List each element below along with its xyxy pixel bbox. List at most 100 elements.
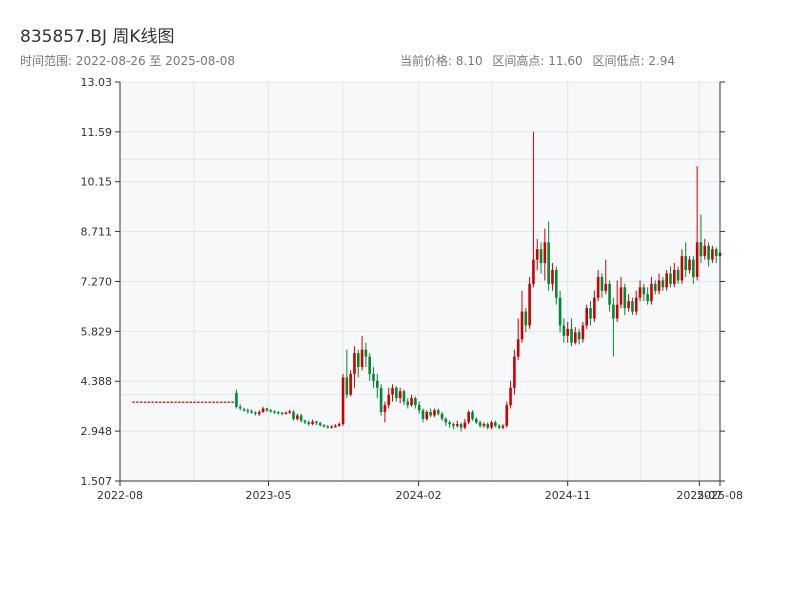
candle [585,304,589,329]
candle [345,349,349,399]
candle [463,418,467,430]
candle-body [322,425,326,427]
candle [368,353,371,381]
candle [589,301,592,326]
candle [303,419,307,425]
candle-body [227,401,231,403]
candle [254,411,257,416]
candles [132,131,722,432]
candle-body [543,242,547,264]
candle-body [657,280,661,291]
candle-body [524,311,528,326]
candle-body [284,412,288,414]
x-tick-label: 2022-08 [97,489,143,502]
candle-body [375,380,379,388]
candle-body [695,242,699,277]
axes [115,81,725,486]
candle [551,263,554,291]
candle [650,276,653,305]
candle [185,401,189,403]
candle [170,401,173,403]
tick-labels: 1.507 2.948 4.388 5.829 7.270 8.711 10.15 11.59… [81,76,743,502]
y-tick-label: 13.03 [81,76,113,89]
candle-body [360,349,364,367]
candle-body [231,401,234,403]
candle-body [250,411,253,413]
y-tick-label: 10.15 [81,176,113,189]
candle-body [353,353,356,374]
candle-body [296,415,299,419]
candle [261,406,265,413]
candle [151,401,154,403]
candle [619,276,623,309]
candle [414,396,417,409]
candle [246,408,250,414]
candle-body [143,401,147,403]
candle-body [185,401,189,403]
candle [364,342,368,367]
candle [330,425,333,429]
candle [471,410,474,421]
y-tick-label: 8.711 [81,226,113,239]
candle-body [391,387,394,395]
candle-body [299,415,303,421]
candle-body [615,304,619,319]
candle [227,401,231,403]
candle-body [177,401,181,403]
candle-body [356,353,360,367]
candle [703,238,707,260]
candle-body [673,270,676,284]
candle-body [421,410,425,419]
candle-body [280,412,284,414]
candle [486,422,490,430]
candle-body [653,283,657,291]
candle [490,420,493,430]
candle-body [341,377,345,425]
candle-body [395,387,398,399]
candle [353,346,356,388]
candle-body [566,328,569,336]
candle-body [688,259,691,271]
candle-body [619,287,623,305]
candle-body [494,422,497,426]
candle [155,401,158,403]
candle-body [467,411,470,423]
candle [417,401,421,414]
candle-body [612,304,615,319]
candle-body [551,270,554,284]
candle [440,411,444,421]
candle-body [364,349,368,357]
candle-body [577,332,581,340]
candle-body [509,387,512,406]
candle [204,401,208,403]
candle [200,401,204,403]
candle-body [711,249,714,260]
candle-body [486,424,490,428]
candle [132,401,135,403]
candle [337,422,341,427]
candle-body [455,424,459,426]
candle-body [189,401,193,403]
candle [311,419,314,426]
candle [524,308,528,333]
candle-body [650,283,653,302]
candle-body [589,308,592,319]
candle-body [539,249,543,264]
candle-body [337,424,341,426]
candle [238,404,242,411]
candle [505,401,509,428]
candle-body [482,424,486,426]
candle-body [520,311,524,340]
candle [315,420,318,426]
candle [707,242,710,267]
candle-body [547,242,550,284]
candle [539,242,543,274]
candle [265,407,269,412]
candle [280,411,284,416]
candle-body [383,405,387,412]
candle-body [216,401,219,403]
candle-body [170,401,173,403]
candle [406,398,410,409]
candle [410,394,413,407]
candle-body [417,405,421,411]
